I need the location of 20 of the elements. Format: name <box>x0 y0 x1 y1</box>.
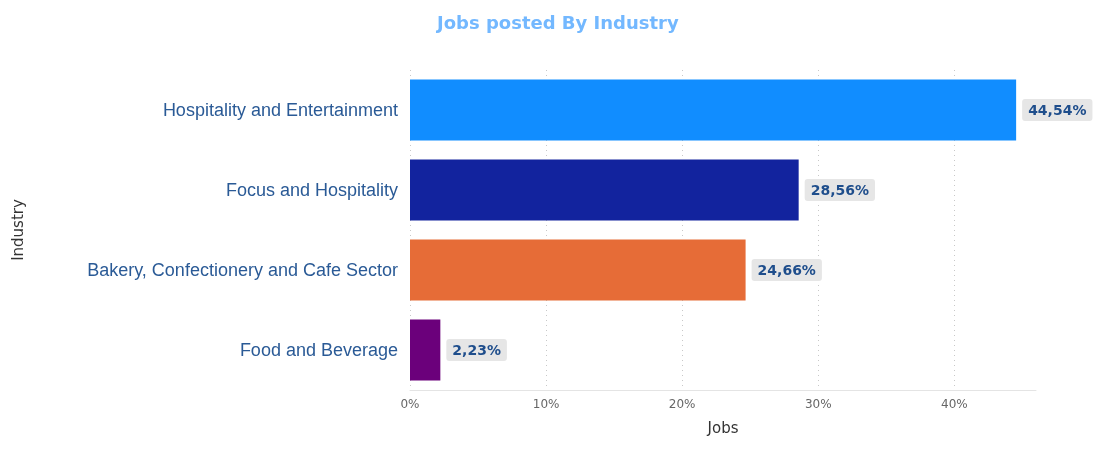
data-label: 28,56% <box>810 182 869 198</box>
x-tick-label: 0% <box>400 397 420 411</box>
data-label: 24,66% <box>757 262 816 278</box>
x-tick-label: 30% <box>804 397 832 411</box>
y-axis-title: Industry <box>8 199 27 261</box>
y-tick-label: Focus and Hospitality <box>225 180 398 200</box>
data-label: 2,23% <box>452 342 501 358</box>
y-tick-label: Bakery, Confectionery and Cafe Sector <box>87 260 398 280</box>
bar <box>410 319 441 381</box>
bar <box>410 159 799 221</box>
y-tick-label: Hospitality and Entertainment <box>162 100 398 120</box>
y-tick-label: Food and Beverage <box>239 340 398 360</box>
bar <box>410 239 746 301</box>
x-tick-label: 40% <box>941 397 968 411</box>
x-tick-label: 20% <box>668 397 696 411</box>
bar <box>410 79 1017 141</box>
x-tick-label: 10% <box>532 397 560 411</box>
chart-title: Jobs posted By Industry <box>435 11 679 33</box>
x-axis-title: Jobs <box>706 418 739 437</box>
data-label: 44,54% <box>1028 102 1087 118</box>
